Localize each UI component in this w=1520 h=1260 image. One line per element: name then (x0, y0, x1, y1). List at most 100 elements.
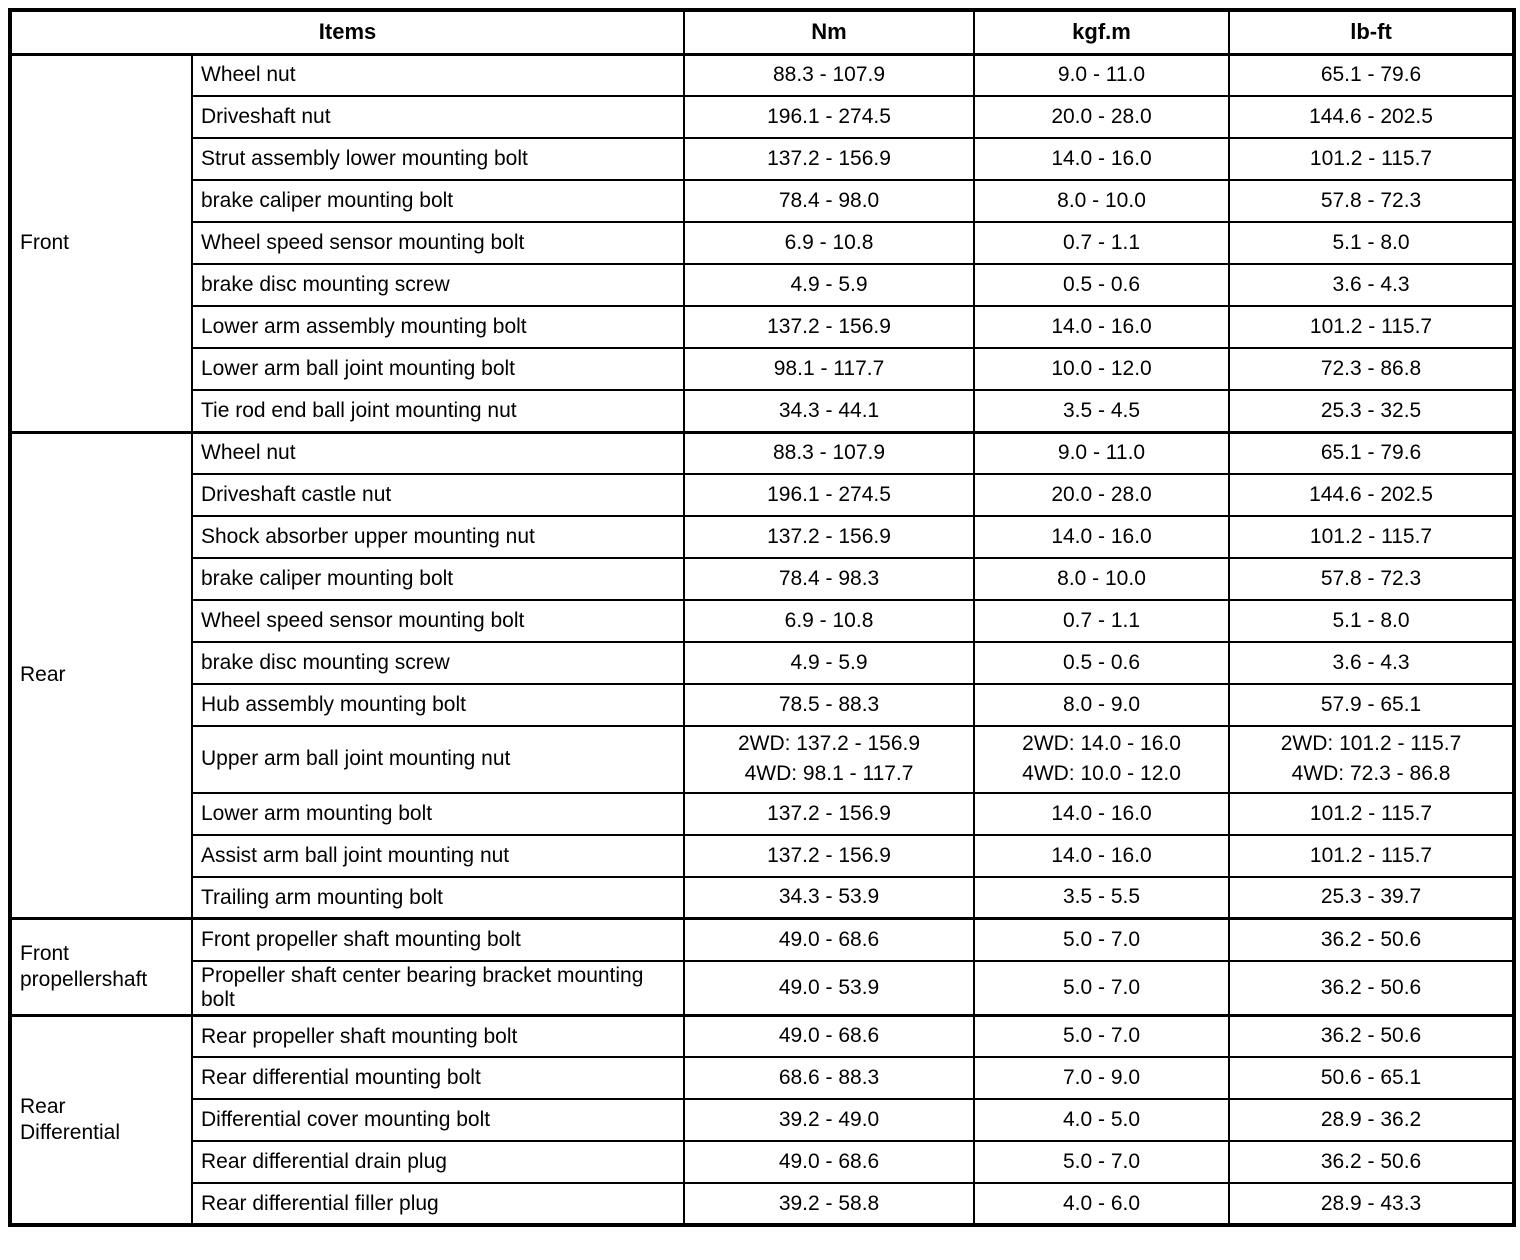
value-cell-lbft: 2WD: 101.2 - 115.7 4WD: 72.3 - 86.8 (1228, 725, 1516, 794)
value-cell-kgfm: 4.0 - 6.0 (973, 1182, 1231, 1227)
item-name-cell: Shock absorber upper mounting nut (190, 515, 686, 559)
value-cell-lbft: 57.9 - 65.1 (1228, 683, 1516, 727)
value-cell-nm: 88.3 - 107.9 (683, 430, 976, 475)
table-row: Upper arm ball joint mounting nut 2WD: 13… (10, 725, 1516, 794)
item-name-cell: Upper arm ball joint mounting nut (190, 725, 686, 794)
item-name-cell: Wheel speed sensor mounting bolt (190, 221, 686, 265)
value-cell-nm: 137.2 - 156.9 (683, 515, 976, 559)
group-label: Rear Differential (9, 1013, 193, 1227)
item-name-cell: brake disc mounting screw (190, 641, 686, 685)
value-cell-kgfm: 14.0 - 16.0 (973, 305, 1231, 349)
value-cell-kgfm: 7.0 - 9.0 (973, 1056, 1231, 1101)
value-cell-lbft: 36.2 - 50.6 (1228, 1140, 1516, 1185)
table-row: Assist arm ball joint mounting nut 137.2 … (10, 833, 1516, 878)
value-cell-nm: 137.2 - 156.9 (683, 137, 976, 181)
value-cell-nm: 68.6 - 88.3 (683, 1056, 976, 1101)
value-cell-lbft: 101.2 - 115.7 (1228, 791, 1516, 836)
value-cell-nm: 137.2 - 156.9 (683, 833, 976, 878)
table-header: Items Nm kgf.m lb-ft (8, 9, 1516, 56)
item-name-cell: Wheel nut (190, 52, 686, 97)
value-cell-kgfm: 0.7 - 1.1 (973, 221, 1231, 265)
item-name-cell: Tie rod end ball joint mounting nut (190, 389, 686, 433)
value-cell-kgfm: 3.5 - 5.5 (973, 875, 1231, 920)
value-cell-lbft: 72.3 - 86.8 (1228, 347, 1516, 391)
table-row: Front Wheel nut 88.3 - 107.9 9.0 - 11.0 65.1… (9, 52, 1516, 433)
header-row: Items Nm kgf.m lb-ft (8, 9, 1516, 56)
item-name-cell: Wheel nut (190, 430, 686, 475)
value-cell-nm: 6.9 - 10.8 (683, 221, 976, 265)
value-cell-kgfm: 14.0 - 16.0 (973, 791, 1231, 836)
item-name-cell: Lower arm ball joint mounting bolt (190, 347, 686, 391)
value-cell-nm: 196.1 - 274.5 (683, 473, 976, 517)
value-cell-lbft: 36.2 - 50.6 (1228, 1013, 1516, 1059)
item-name-cell: Lower arm assembly mounting bolt (190, 305, 686, 349)
table-row: brake disc mounting screw 4.9 - 5.9 0.5 - … (10, 263, 1516, 307)
value-cell-kgfm: 5.0 - 7.0 (973, 1013, 1231, 1059)
value-cell-lbft: 144.6 - 202.5 (1228, 95, 1516, 139)
value-cell-kgfm: 14.0 - 16.0 (973, 137, 1231, 181)
table-row: Propeller shaft center bearing bracket m… (10, 959, 1516, 1017)
table-row: Driveshaft castle nut 196.1 - 274.5 20.0 -… (10, 473, 1516, 517)
value-cell-lbft: 50.6 - 65.1 (1228, 1056, 1516, 1101)
value-cell-nm: 6.9 - 10.8 (683, 599, 976, 643)
value-cell-nm: 137.2 - 156.9 (683, 791, 976, 836)
group-label: Front propellershaft (9, 917, 193, 1017)
value-cell-nm: 98.1 - 117.7 (683, 347, 976, 391)
value-cell-lbft: 28.9 - 43.3 (1228, 1182, 1516, 1227)
table-row: brake caliper mounting bolt 78.4 - 98.3 8.… (10, 557, 1516, 601)
value-cell-lbft: 65.1 - 79.6 (1228, 52, 1516, 97)
item-name-cell: Rear propeller shaft mounting bolt (190, 1013, 686, 1059)
value-cell-nm: 39.2 - 49.0 (683, 1098, 976, 1143)
table-row: Shock absorber upper mounting nut 137.2 -… (10, 515, 1516, 559)
value-cell-nm: 49.0 - 68.6 (683, 1140, 976, 1185)
value-cell-lbft: 101.2 - 115.7 (1228, 305, 1516, 349)
table-row: Front propellershaft Front propeller shaf… (9, 917, 1516, 1017)
value-cell-lbft: 57.8 - 72.3 (1228, 557, 1516, 601)
table-row: Rear differential mounting bolt 68.6 - 88… (10, 1056, 1516, 1101)
value-cell-nm: 78.4 - 98.0 (683, 179, 976, 223)
value-cell-nm: 49.0 - 68.6 (683, 917, 976, 962)
value-cell-kgfm: 0.7 - 1.1 (973, 599, 1231, 643)
item-name-cell: Wheel speed sensor mounting bolt (190, 599, 686, 643)
table-row: Lower arm mounting bolt 137.2 - 156.9 14.0… (10, 791, 1516, 836)
torque-spec-table: Items Nm kgf.m lb-ft Front Wheel nut 88.3 … (8, 8, 1517, 1228)
value-cell-nm: 137.2 - 156.9 (683, 305, 976, 349)
value-cell-lbft: 101.2 - 115.7 (1228, 833, 1516, 878)
value-cell-kgfm: 0.5 - 0.6 (973, 263, 1231, 307)
value-cell-kgfm: 9.0 - 11.0 (973, 430, 1231, 475)
item-name-cell: Lower arm mounting bolt (190, 791, 686, 836)
value-cell-kgfm: 8.0 - 9.0 (973, 683, 1231, 727)
value-cell-kgfm: 2WD: 14.0 - 16.0 4WD: 10.0 - 12.0 (973, 725, 1231, 794)
item-name-cell: Driveshaft castle nut (190, 473, 686, 517)
value-cell-kgfm: 3.5 - 4.5 (973, 389, 1231, 433)
table-body: Front Wheel nut 88.3 - 107.9 9.0 - 11.0 65.1… (9, 52, 1516, 1227)
value-cell-lbft: 36.2 - 50.6 (1228, 917, 1516, 962)
value-cell-kgfm: 5.0 - 7.0 (973, 959, 1231, 1017)
value-cell-lbft: 65.1 - 79.6 (1228, 430, 1516, 475)
value-cell-nm: 78.5 - 88.3 (683, 683, 976, 727)
value-cell-lbft: 57.8 - 72.3 (1228, 179, 1516, 223)
item-name-cell: Driveshaft nut (190, 95, 686, 139)
value-cell-nm: 2WD: 137.2 - 156.9 4WD: 98.1 - 117.7 (683, 725, 976, 794)
item-name-cell: brake caliper mounting bolt (190, 179, 686, 223)
value-cell-nm: 49.0 - 68.6 (683, 1013, 976, 1059)
table-row: Lower arm assembly mounting bolt 137.2 - … (10, 305, 1516, 349)
table-row: brake caliper mounting bolt 78.4 - 98.0 8.… (10, 179, 1516, 223)
item-name-cell: Rear differential drain plug (190, 1140, 686, 1185)
group-label: Front (9, 52, 193, 433)
table-row: Rear differential drain plug 49.0 - 68.6 5… (10, 1140, 1516, 1185)
value-cell-kgfm: 20.0 - 28.0 (973, 473, 1231, 517)
header-lbft: lb-ft (1228, 9, 1516, 56)
table-row: Wheel speed sensor mounting bolt 6.9 - 10… (10, 599, 1516, 643)
value-cell-kgfm: 5.0 - 7.0 (973, 1140, 1231, 1185)
value-cell-nm: 34.3 - 44.1 (683, 389, 976, 433)
value-cell-kgfm: 8.0 - 10.0 (973, 557, 1231, 601)
value-cell-nm: 4.9 - 5.9 (683, 263, 976, 307)
table-row: Lower arm ball joint mounting bolt 98.1 -… (10, 347, 1516, 391)
item-name-cell: Differential cover mounting bolt (190, 1098, 686, 1143)
item-name-cell: Rear differential mounting bolt (190, 1056, 686, 1101)
item-name-cell: Trailing arm mounting bolt (190, 875, 686, 920)
value-cell-kgfm: 9.0 - 11.0 (973, 52, 1231, 97)
value-cell-lbft: 3.6 - 4.3 (1228, 641, 1516, 685)
